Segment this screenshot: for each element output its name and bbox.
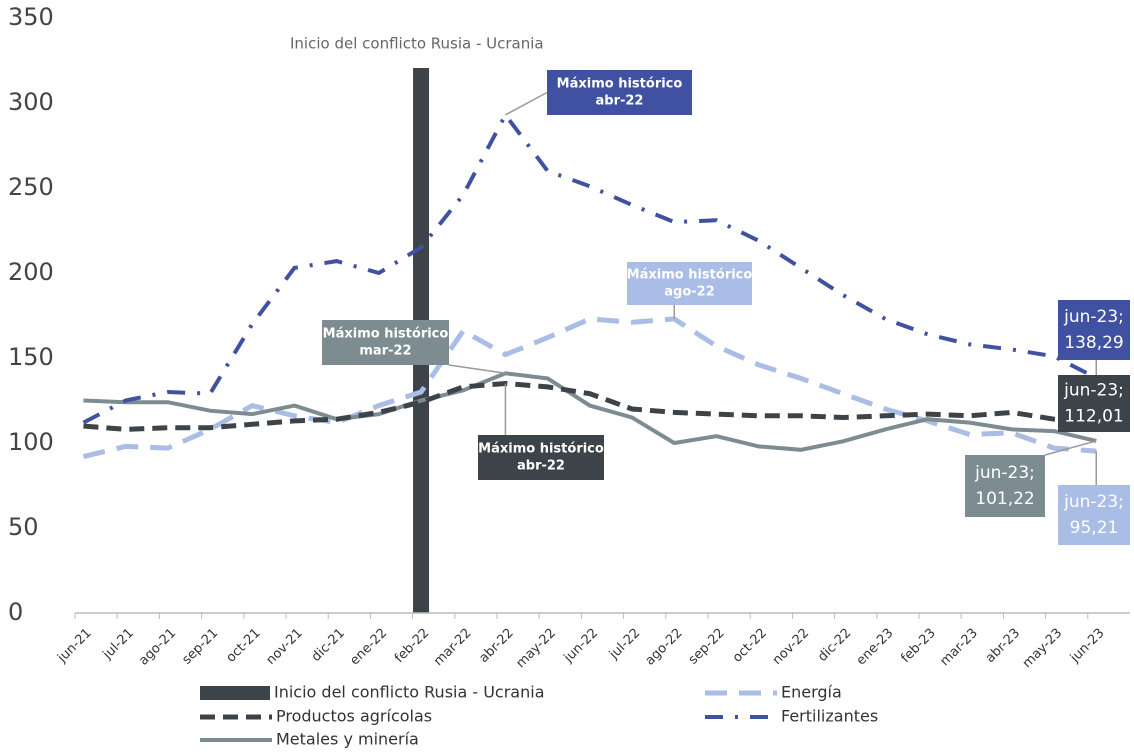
series-line [83,380,1097,432]
x-tick-label: ago-22 [643,626,686,669]
x-tick-label: mar-22 [431,626,474,669]
series-line [82,111,1098,425]
annotation-connector [448,364,506,375]
x-tick-label: nov-21 [263,626,305,668]
x-tick-label: abr-22 [476,626,516,666]
annotation-text: 138,29 [1064,333,1123,353]
x-tick-label: ene-23 [854,626,897,669]
y-tick-label: 350 [8,3,54,31]
annotation-text: abr-22 [596,94,644,109]
x-tick-label: ago-21 [136,626,179,669]
x-tick-label: oct-21 [224,626,264,666]
annotation-text: Máximo histórico [557,77,683,92]
y-tick-label: 200 [8,258,54,286]
annotation-connector [1044,440,1097,456]
x-tick-label: mar-23 [938,626,981,669]
x-tick-label: abr-23 [983,626,1023,666]
annotation-box [1058,485,1130,545]
y-tick-label: 250 [8,173,54,201]
x-tick-label: feb-23 [898,626,938,666]
y-tick-label: 50 [8,513,39,541]
annotation-text: 95,21 [1070,518,1119,538]
x-tick-label: ene-22 [347,626,390,669]
x-tick-label: sep-22 [686,626,728,668]
event-label: Inicio del conflicto Rusia - Ucrania [290,35,544,53]
series-line [83,371,1097,452]
y-tick-label: 0 [8,598,23,626]
x-tick-label: jun-23 [1067,626,1108,667]
annotation-box [1058,300,1130,360]
y-tick-label: 100 [8,428,54,456]
x-tick-label: jun-21 [54,626,95,667]
annotation-text: 101,22 [975,489,1034,509]
x-tick-label: jul-21 [100,626,137,663]
legend-swatch [200,686,270,700]
x-tick-label: sep-21 [179,626,221,668]
legend-label: Metales y minería [276,730,419,749]
x-tick-label: may-23 [1020,626,1065,671]
annotation-text: Máximo histórico [323,327,449,342]
y-tick-label: 150 [8,343,54,371]
annotation-text: Máximo histórico [627,268,753,283]
x-tick-label: jun-22 [561,626,602,667]
annotation-box [627,262,752,305]
legend-label: Inicio del conflicto Rusia - Ucrania [274,683,545,702]
x-tick-label: feb-22 [392,626,432,666]
annotation-box [322,320,449,365]
x-tick-label: oct-22 [730,626,770,666]
annotation-text: jun-23; [1063,492,1124,512]
legend-label: Fertilizantes [781,707,878,726]
x-tick-label: dic-21 [309,626,348,665]
x-tick-label: nov-22 [770,626,812,668]
annotation-text: jun-23; [974,463,1035,483]
annotation-text: mar-22 [359,344,411,359]
legend-label: Energía [781,683,842,702]
x-tick-label: dic-22 [815,626,854,665]
annotation-text: jun-23; [1063,381,1124,401]
annotation-text: Máximo histórico [478,442,604,457]
annotation-connector [505,91,548,116]
legend-label: Productos agrícolas [276,707,432,726]
annotation-box [965,455,1045,517]
x-tick-label: jul-22 [606,626,643,663]
annotation-text: jun-23; [1063,307,1124,327]
annotation-text: ago-22 [664,285,715,300]
annotation-box [547,70,692,115]
annotation-box [478,435,604,480]
annotation-box [1058,375,1130,432]
y-tick-label: 300 [8,88,54,116]
annotation-text: 112,01 [1064,407,1123,427]
annotation-text: abr-22 [517,459,565,474]
x-tick-label: may-22 [513,626,558,671]
